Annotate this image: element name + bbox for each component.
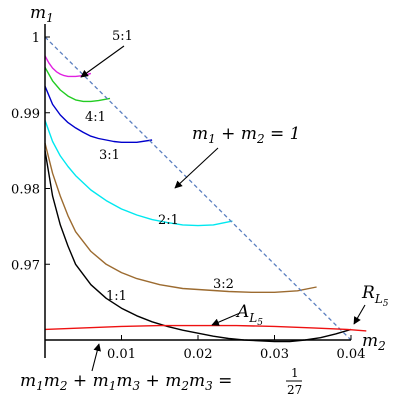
y-tick-label: 0.98 [11, 183, 40, 198]
x-tick-label: 0.02 [184, 347, 213, 362]
x-tick-label: 0.03 [260, 347, 289, 362]
equation-numerator: 1 [291, 366, 299, 380]
x-axis-label: m2 [362, 331, 386, 353]
series-curve-0 [44, 55, 92, 78]
y-tick-label: 0.97 [11, 258, 40, 273]
y-axis-label: m1 [30, 3, 54, 25]
label-R-L5: RL5 [361, 283, 389, 309]
label-A-L5: AL5 [235, 302, 263, 328]
x-tick-label: 0.04 [337, 347, 366, 362]
arrow-line-label [174, 147, 219, 189]
series-curve-3 [44, 120, 233, 227]
label-2-1: 2:1 [158, 213, 179, 228]
y-tick-label: 0.99 [11, 107, 40, 122]
series-curve-7 [44, 324, 367, 332]
label-5-1: 5:1 [112, 29, 133, 44]
y-tick-label: 1 [32, 31, 40, 46]
x-tick-label: 0.01 [107, 347, 136, 362]
equation-denominator: 27 [287, 383, 302, 397]
series-curve-1 [44, 66, 111, 103]
label-equation: m1m2 + m1m3 + m2m3 = [20, 371, 232, 393]
series-curve-5 [44, 150, 352, 343]
label-4-1: 4:1 [85, 110, 106, 125]
curves-layer [44, 36, 367, 343]
series-curve-4 [44, 142, 317, 293]
label-3-1: 3:1 [99, 148, 120, 163]
arrow-5-1 [80, 45, 125, 78]
arrow-R-L5 [353, 304, 366, 325]
label-m1-plus-m2: m1 + m2 = 1 [192, 124, 300, 146]
series-curve-6 [44, 36, 352, 341]
series-curve-2 [44, 85, 153, 144]
arrow-equation [91, 343, 101, 372]
label-1-1: 1:1 [106, 289, 127, 304]
ticks-layer: 0.01 0.02 0.03 0.04 0.97 0.98 0.99 1 [11, 31, 365, 362]
arrow-A-L5 [211, 312, 241, 326]
label-3-2: 3:2 [213, 277, 234, 292]
